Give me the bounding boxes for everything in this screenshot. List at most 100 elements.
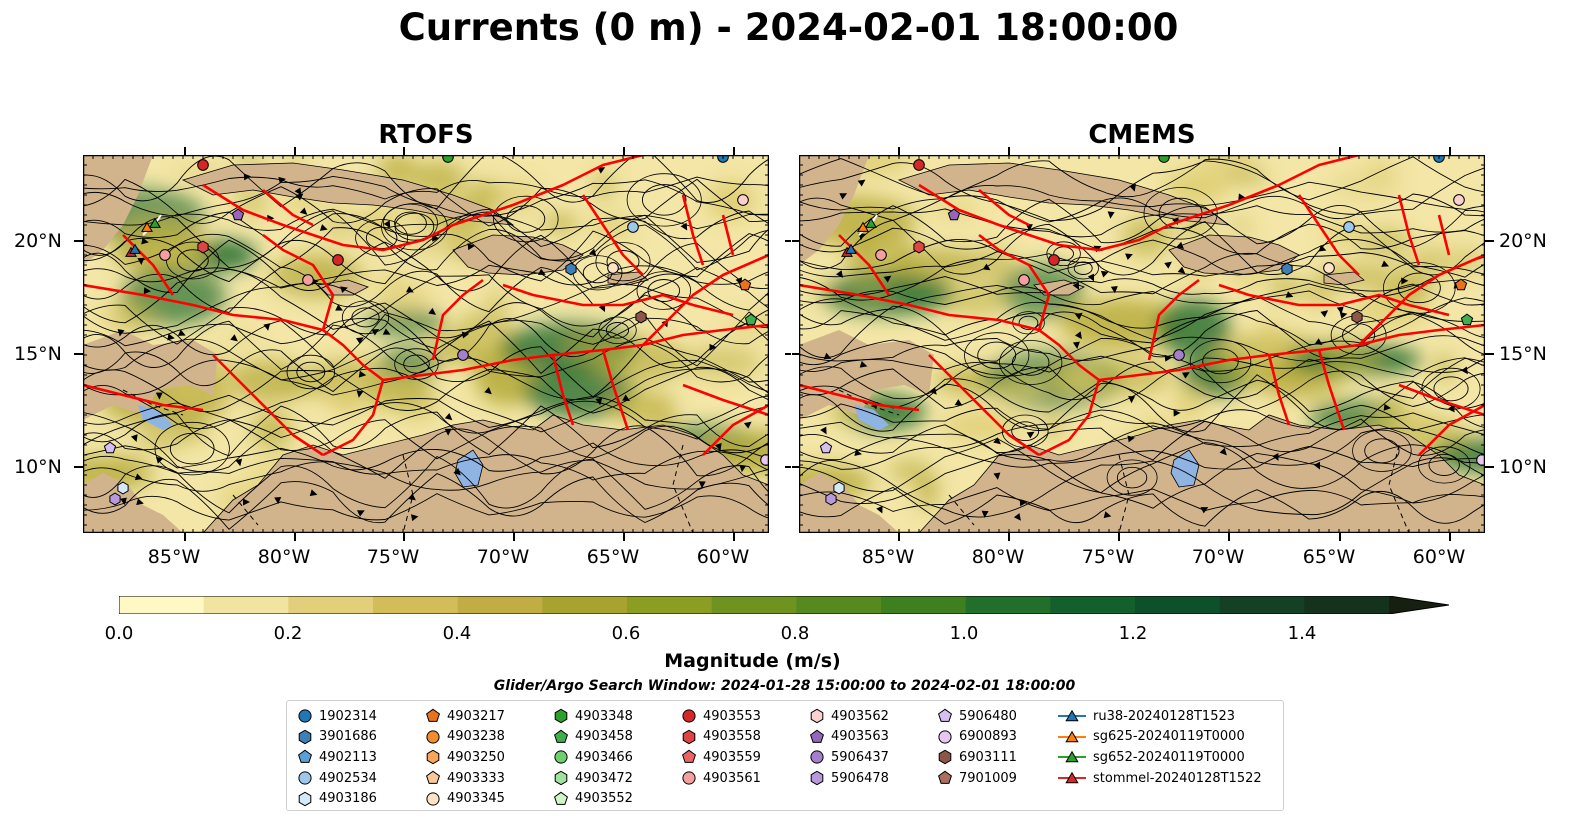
lat-label-10n-right: 10°N [1499,456,1547,478]
colorbar [118,595,1450,615]
panel-title-cmems: CMEMS [1088,120,1196,150]
axis-tick [1118,533,1120,541]
colorbar-tick-0: 0.0 [104,623,134,644]
axis-tick [513,533,515,541]
legend-marker-icon [554,729,568,743]
legend-item-label: 4903345 [447,791,505,807]
streamlines [83,155,769,530]
legend-item: 4903238 [425,727,505,748]
legend-item-label: 4903466 [575,749,633,765]
axis-tick [792,353,799,355]
legend-marker-icon [426,770,440,784]
lat-label-15n-left: 15°N [14,343,62,365]
legend-item-label: 4903472 [575,770,633,786]
legend-item: stommel-20240128T1522 [1057,768,1262,789]
legend-item-label: sg625-20240119T0000 [1093,729,1245,745]
legend-item: 4903466 [553,747,633,768]
lat-label-10n-left: 10°N [14,456,62,478]
legend-marker-icon [1058,771,1086,784]
legend-marker-icon [298,771,312,785]
lon-label-65w-right: 65°W [1302,546,1356,568]
legend-marker-icon [554,791,568,805]
float-marker [833,481,845,495]
colorbar-tick-1: 0.2 [273,623,303,644]
legend-marker-icon [938,750,952,765]
float-marker [744,313,758,326]
axis-tick [623,533,625,541]
float-marker [565,262,577,276]
legend-column: 4903553 4903558 4903559 4903561 [681,706,761,788]
colorbar-tick-7: 1.4 [1287,623,1317,644]
legend-item-label: 5906437 [831,749,889,765]
legend-item: 4903250 [425,747,505,768]
colorbar-segment [1050,596,1136,614]
float-marker [457,349,469,361]
legend-item-label: 6903111 [959,749,1017,765]
legend-item-label: 4903186 [319,791,377,807]
legend-item: 4903333 [425,768,505,789]
axis-tick [898,147,900,155]
legend-marker-icon [682,750,696,764]
float-marker [635,310,647,324]
legend-item: 4903553 [681,706,761,727]
legend-item-label: 6900893 [959,729,1017,745]
legend-item: 4903348 [553,706,633,727]
legend-item: 4902113 [297,747,377,768]
legend-item-label: 4903333 [447,770,505,786]
float-marker [141,221,153,232]
legend-item-label: 7901009 [959,770,1017,786]
legend-marker-icon [426,708,440,723]
legend-marker-icon [810,750,824,765]
legend-item-label: 4903562 [831,708,889,724]
axis-tick [403,147,405,155]
legend-item-label: 4903559 [703,749,761,765]
float-marker [1048,254,1060,266]
float-marker [231,208,245,221]
colorbar-segment [627,596,713,614]
legend-marker-icon [298,791,312,806]
legend-item: 4902534 [297,768,377,789]
eez-boundaries [799,155,1485,457]
colorbar-segment [1219,596,1305,614]
legend-marker-icon [426,792,440,806]
colorbar-segment [965,596,1051,614]
streamlines [799,156,1485,527]
float-marker [117,481,129,495]
legend-column: 4903348 4903458 4903466 4903472 4903552 [553,706,633,809]
legend-item-label: 4903238 [447,729,505,745]
legend-marker-icon [1058,730,1086,743]
lon-label-80w-left: 80°W [257,546,311,568]
legend-item-label: 4903563 [831,729,889,745]
float-marker [819,441,833,454]
legend-marker-icon [810,770,824,786]
legend-marker-icon [938,770,952,784]
legend-marker-icon [426,730,440,744]
map-panel-rtofs[interactable] [83,155,769,533]
float-marker [1343,221,1355,233]
axis-tick [785,353,791,355]
panel-title-rtofs: RTOFS [378,120,474,150]
legend-item: 4903458 [553,727,633,748]
float-marker [149,217,161,228]
float-marker [109,492,121,506]
axis-tick [1339,147,1341,155]
legend-marker-icon [938,708,952,723]
legend-item: 4903552 [553,788,633,809]
float-marker [1281,262,1293,276]
legend-item: 5906437 [809,747,889,768]
legend-item: 4903558 [681,727,761,748]
axis-tick [792,240,799,242]
legend-item-label: 4903250 [447,749,505,765]
legend-item: 5906480 [937,706,1017,727]
colorbar-segment [796,596,882,614]
axis-tick [1228,533,1230,541]
legend-item: 4903561 [681,768,761,789]
float-marker [197,159,209,171]
legend-item-label: 4903561 [703,770,761,786]
map-panel-cmems[interactable] [799,155,1485,533]
legend-item: 6900893 [937,727,1017,748]
lat-label-20n-left: 20°N [14,230,62,252]
float-marker [738,278,752,291]
axis-tick [74,466,83,468]
legend-item-label: 4903458 [575,729,633,745]
